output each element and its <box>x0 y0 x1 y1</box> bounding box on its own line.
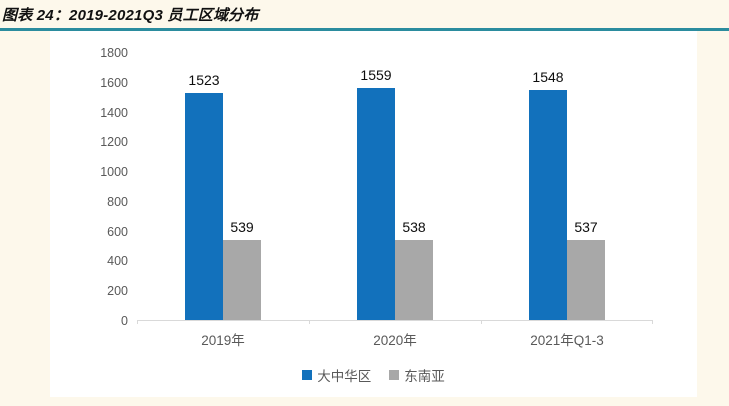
legend-label: 大中华区 <box>317 369 372 384</box>
x-axis-category-label: 2019年 <box>201 333 245 348</box>
bar-大中华区-2020年: 1559 <box>357 67 395 320</box>
category-group-2019年: 1523 539 <box>137 53 309 320</box>
x-axis-category-label: 2020年 <box>373 333 417 348</box>
y-axis-tick-label: 200 <box>107 284 128 299</box>
y-axis-tick-label: 1000 <box>100 165 128 180</box>
x-axis-tick-mark <box>481 320 482 324</box>
x-axis-tick-mark <box>652 320 653 324</box>
legend-swatch-icon <box>302 370 313 380</box>
y-axis-tick-label: 1400 <box>100 105 128 120</box>
x-axis-category-label: 2021年Q1-3 <box>530 333 604 348</box>
x-axis-tick-mark <box>309 320 310 324</box>
y-axis-tick-label: 800 <box>107 194 128 209</box>
figure-title: 图表 24：2019-2021Q3 员工区域分布 <box>2 7 259 24</box>
bar-大中华区-2021年Q1-3: 1548 <box>529 69 567 320</box>
x-axis-tick-mark <box>137 320 138 324</box>
legend-label: 东南亚 <box>404 369 445 384</box>
legend-item-东南亚: 东南亚 <box>389 365 445 385</box>
bar-value-label: 537 <box>574 219 598 236</box>
bar-东南亚-2019年: 539 <box>223 219 261 320</box>
bar-value-label: 539 <box>230 218 254 235</box>
legend-swatch-icon <box>389 370 400 380</box>
bar-value-label: 1559 <box>360 66 392 83</box>
bar-value-label: 538 <box>402 218 426 235</box>
y-axis-tick-label: 1200 <box>100 135 128 150</box>
chart-panel: 1800 1600 1400 1200 1000 800 600 400 200 0 2019年 15… <box>50 31 697 397</box>
y-axis-tick-label: 0 <box>121 314 128 328</box>
chart-legend: 大中华区 东南亚 <box>50 365 697 385</box>
y-axis-tick-label: 400 <box>107 254 128 269</box>
bar-东南亚-2020年: 538 <box>395 219 433 320</box>
category-group-2021年Q1-3: 1548 537 <box>481 53 653 320</box>
bar-东南亚-2021年Q1-3: 537 <box>567 219 605 320</box>
bar-value-label: 1523 <box>188 72 220 89</box>
y-axis-tick-label: 600 <box>107 224 128 239</box>
legend-item-大中华区: 大中华区 <box>302 365 371 385</box>
y-axis-tick-label: 1800 <box>100 46 128 60</box>
plot-area: 1800 1600 1400 1200 1000 800 600 400 200 0 2019年 15… <box>100 46 653 348</box>
y-axis-tick-label: 1600 <box>100 75 128 90</box>
category-group-2020年: 1559 538 <box>309 53 481 320</box>
bar-value-label: 1548 <box>532 68 564 85</box>
title-underline <box>0 28 729 31</box>
bar-大中华区-2019年: 1523 <box>185 72 223 320</box>
